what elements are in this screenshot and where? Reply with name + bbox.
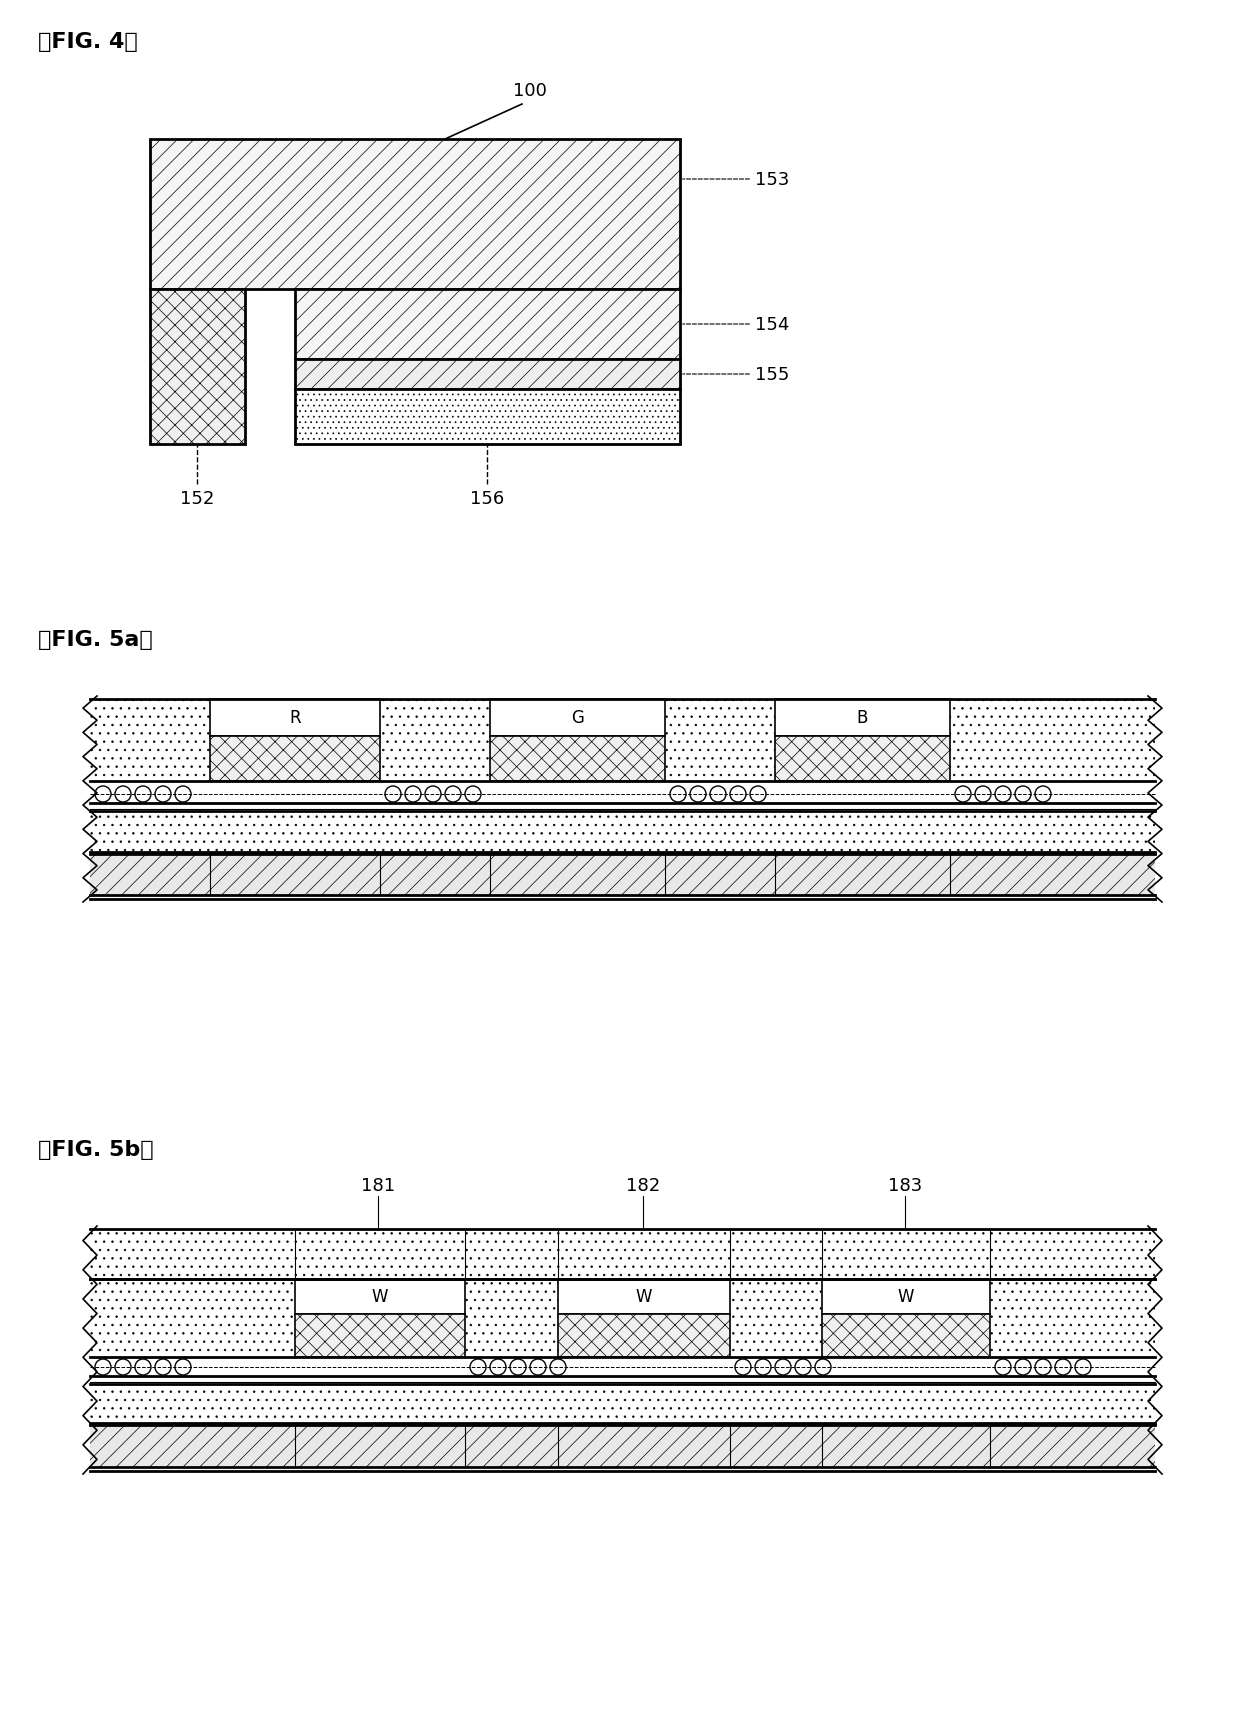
Text: 182: 182 [626,1177,660,1194]
Text: W: W [636,1287,652,1306]
Bar [210,700,379,736]
Bar [490,700,665,736]
Bar [490,736,665,782]
Text: W: W [898,1287,914,1306]
Bar [91,855,1154,896]
Text: W: W [372,1287,388,1306]
Text: 【FIG. 4】: 【FIG. 4】 [38,33,138,52]
Bar [91,812,1154,853]
Bar [295,360,680,389]
Bar [150,289,246,445]
Text: 【FIG. 5a】: 【FIG. 5a】 [38,629,153,650]
Bar [822,1315,990,1358]
Bar [295,389,680,445]
Bar [558,1315,730,1358]
Bar [295,289,680,360]
Bar [775,700,950,736]
Bar [91,1425,1154,1468]
Bar [295,1278,465,1315]
Bar [775,736,950,782]
Text: R: R [289,708,301,727]
Bar [822,1278,990,1315]
Text: 152: 152 [180,489,215,508]
Bar [150,140,680,289]
Text: 153: 153 [683,171,790,190]
Bar [295,1315,465,1358]
Text: 156: 156 [470,489,505,508]
Text: B: B [857,708,868,727]
Bar [210,736,379,782]
Bar [91,1278,1154,1358]
Text: 100: 100 [513,83,547,100]
Text: 【FIG. 5b】: 【FIG. 5b】 [38,1139,154,1160]
Text: G: G [572,708,584,727]
Text: 183: 183 [888,1177,923,1194]
Bar [558,1278,730,1315]
Bar [91,1384,1154,1423]
Bar [91,700,1154,782]
Bar [91,1228,1154,1278]
Text: 154: 154 [683,315,790,334]
Text: 155: 155 [683,365,790,384]
Text: 181: 181 [361,1177,396,1194]
